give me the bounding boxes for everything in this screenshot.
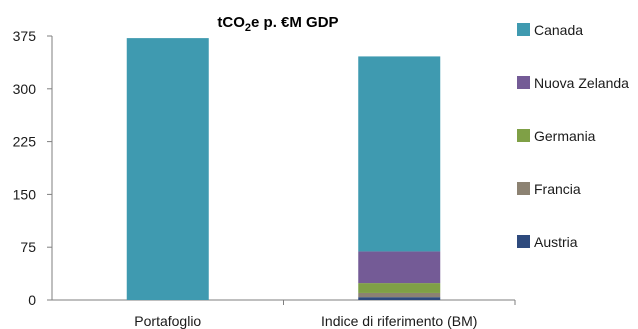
legend-swatch: [517, 235, 530, 248]
legend-swatch: [517, 23, 530, 36]
bar-segment-austria: [358, 297, 441, 300]
y-axis: 0 75 150 225 300 375: [13, 28, 53, 308]
legend-swatch: [517, 129, 530, 142]
legend-label: Nuova Zelanda: [534, 75, 629, 91]
y-tick-label: 150: [13, 186, 37, 202]
legend-label: Canada: [534, 22, 583, 38]
y-tick-label: 75: [20, 239, 36, 255]
legend-swatch: [517, 182, 530, 195]
x-category-label: Portafoglio: [134, 313, 201, 329]
bar-segment-francia: [358, 292, 441, 298]
y-tick-label: 375: [13, 28, 37, 44]
bar-segment-nuova-zelanda: [358, 251, 441, 284]
y-tick-label: 300: [13, 81, 37, 97]
y-tick-label: 0: [28, 292, 36, 308]
x-axis: Portafoglio Indice di riferimento (BM): [52, 299, 516, 329]
y-tick-label: 225: [13, 134, 37, 150]
legend: Canada Nuova Zelanda Germania Francia Austri…: [517, 22, 629, 250]
bar-segment-canada: [358, 56, 441, 252]
legend-swatch: [517, 76, 530, 89]
bar-segment-germania: [358, 283, 441, 293]
bars: [126, 38, 441, 300]
x-category-label: Indice di riferimento (BM): [321, 313, 477, 329]
legend-label: Germania: [534, 128, 596, 144]
legend-label: Francia: [534, 181, 581, 197]
bar-segment-canada: [126, 38, 209, 300]
legend-label: Austria: [534, 234, 578, 250]
chart-title: tCO2e p. €M GDP: [217, 14, 338, 34]
